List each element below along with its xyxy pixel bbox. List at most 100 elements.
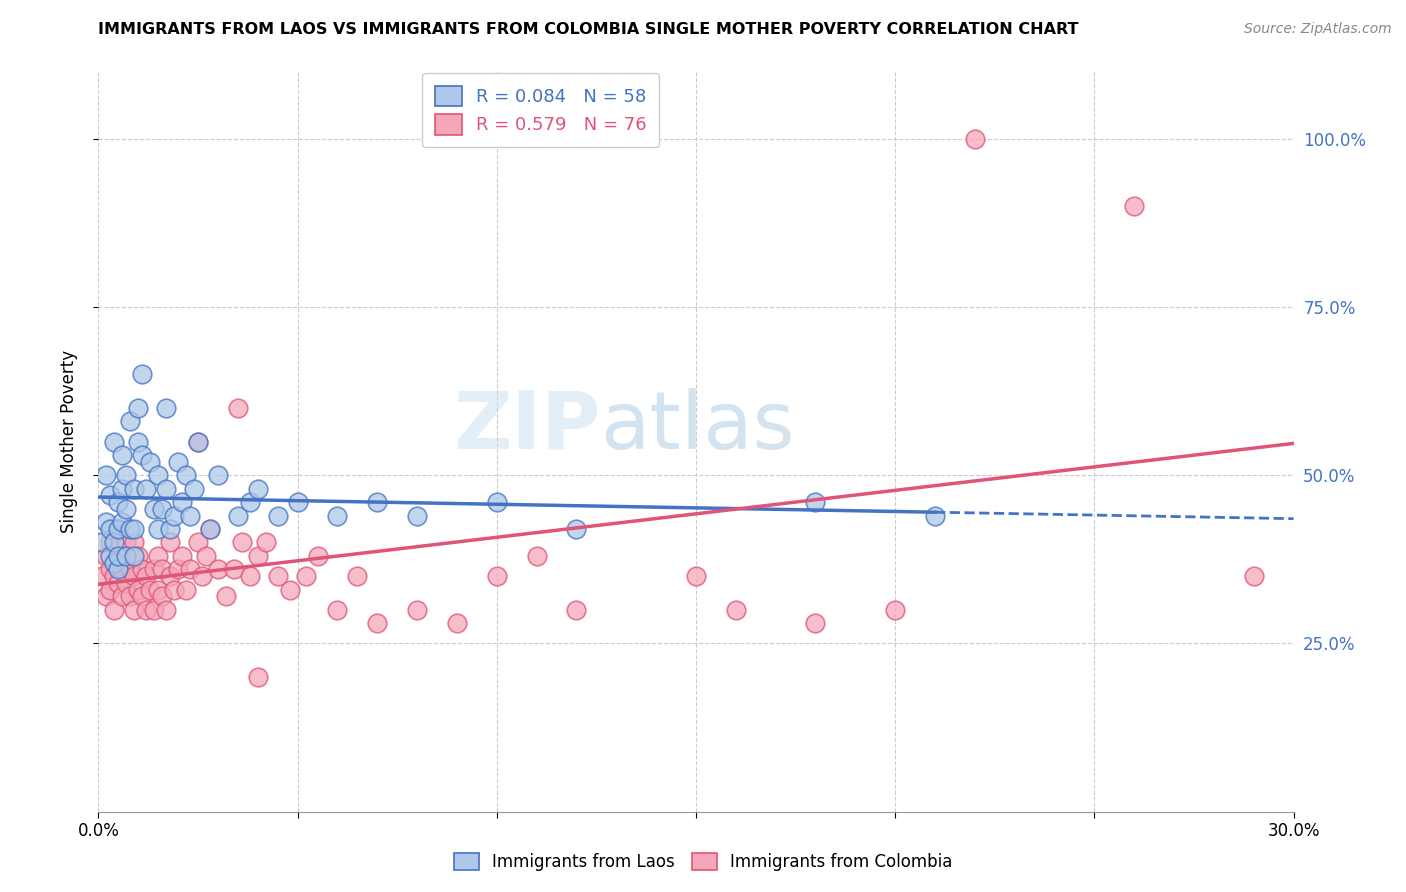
Point — [139, 455, 162, 469]
Point — [100, 488, 122, 502]
Point — [91, 535, 114, 549]
Point — [96, 516, 118, 530]
Point — [366, 616, 388, 631]
Point — [163, 508, 186, 523]
Point — [100, 549, 122, 563]
Point — [207, 562, 229, 576]
Text: atlas: atlas — [600, 388, 794, 466]
Text: ZIP: ZIP — [453, 388, 600, 466]
Point — [143, 603, 166, 617]
Point — [135, 482, 157, 496]
Point — [135, 569, 157, 583]
Point — [804, 495, 827, 509]
Point — [174, 468, 197, 483]
Point — [100, 522, 122, 536]
Legend: R = 0.084   N = 58, R = 0.579   N = 76: R = 0.084 N = 58, R = 0.579 N = 76 — [422, 73, 659, 147]
Point — [131, 590, 153, 604]
Point — [127, 401, 149, 415]
Point — [107, 562, 129, 576]
Point — [187, 434, 209, 449]
Point — [187, 535, 209, 549]
Point — [120, 414, 142, 428]
Point — [172, 495, 194, 509]
Point — [120, 562, 142, 576]
Point — [526, 549, 548, 563]
Point — [107, 495, 129, 509]
Point — [804, 616, 827, 631]
Point — [115, 549, 138, 563]
Point — [198, 522, 221, 536]
Point — [155, 603, 177, 617]
Point — [111, 562, 134, 576]
Point — [131, 448, 153, 462]
Point — [107, 549, 129, 563]
Point — [150, 590, 173, 604]
Point — [159, 569, 181, 583]
Point — [167, 562, 190, 576]
Point — [159, 522, 181, 536]
Point — [222, 562, 245, 576]
Point — [103, 535, 125, 549]
Point — [884, 603, 907, 617]
Point — [131, 562, 153, 576]
Point — [103, 556, 125, 570]
Text: IMMIGRANTS FROM LAOS VS IMMIGRANTS FROM COLOMBIA SINGLE MOTHER POVERTY CORRELATI: IMMIGRANTS FROM LAOS VS IMMIGRANTS FROM … — [98, 22, 1078, 37]
Point — [207, 468, 229, 483]
Point — [91, 569, 114, 583]
Point — [111, 590, 134, 604]
Point — [148, 522, 170, 536]
Point — [187, 434, 209, 449]
Point — [287, 495, 309, 509]
Point — [163, 582, 186, 597]
Point — [246, 549, 269, 563]
Point — [172, 549, 194, 563]
Point — [446, 616, 468, 631]
Point — [294, 569, 316, 583]
Point — [167, 455, 190, 469]
Point — [115, 575, 138, 590]
Point — [124, 482, 146, 496]
Point — [198, 522, 221, 536]
Point — [100, 582, 122, 597]
Point — [924, 508, 946, 523]
Point — [143, 562, 166, 576]
Point — [150, 501, 173, 516]
Point — [127, 582, 149, 597]
Point — [485, 495, 508, 509]
Point — [1243, 569, 1265, 583]
Point — [179, 508, 201, 523]
Point — [100, 562, 122, 576]
Point — [107, 522, 129, 536]
Point — [96, 549, 118, 563]
Point — [366, 495, 388, 509]
Point — [139, 582, 162, 597]
Point — [226, 401, 249, 415]
Point — [239, 569, 262, 583]
Point — [226, 508, 249, 523]
Point — [124, 535, 146, 549]
Point — [111, 516, 134, 530]
Point — [148, 468, 170, 483]
Point — [120, 590, 142, 604]
Point — [107, 575, 129, 590]
Point — [124, 569, 146, 583]
Point — [174, 582, 197, 597]
Point — [131, 368, 153, 382]
Point — [159, 535, 181, 549]
Point — [103, 434, 125, 449]
Point — [127, 434, 149, 449]
Point — [143, 501, 166, 516]
Point — [406, 508, 429, 523]
Point — [685, 569, 707, 583]
Point — [103, 603, 125, 617]
Point — [155, 401, 177, 415]
Point — [195, 549, 218, 563]
Point — [124, 522, 146, 536]
Point — [254, 535, 277, 549]
Point — [346, 569, 368, 583]
Y-axis label: Single Mother Poverty: Single Mother Poverty — [59, 350, 77, 533]
Point — [155, 482, 177, 496]
Point — [278, 582, 301, 597]
Point — [115, 535, 138, 549]
Text: Source: ZipAtlas.com: Source: ZipAtlas.com — [1244, 22, 1392, 37]
